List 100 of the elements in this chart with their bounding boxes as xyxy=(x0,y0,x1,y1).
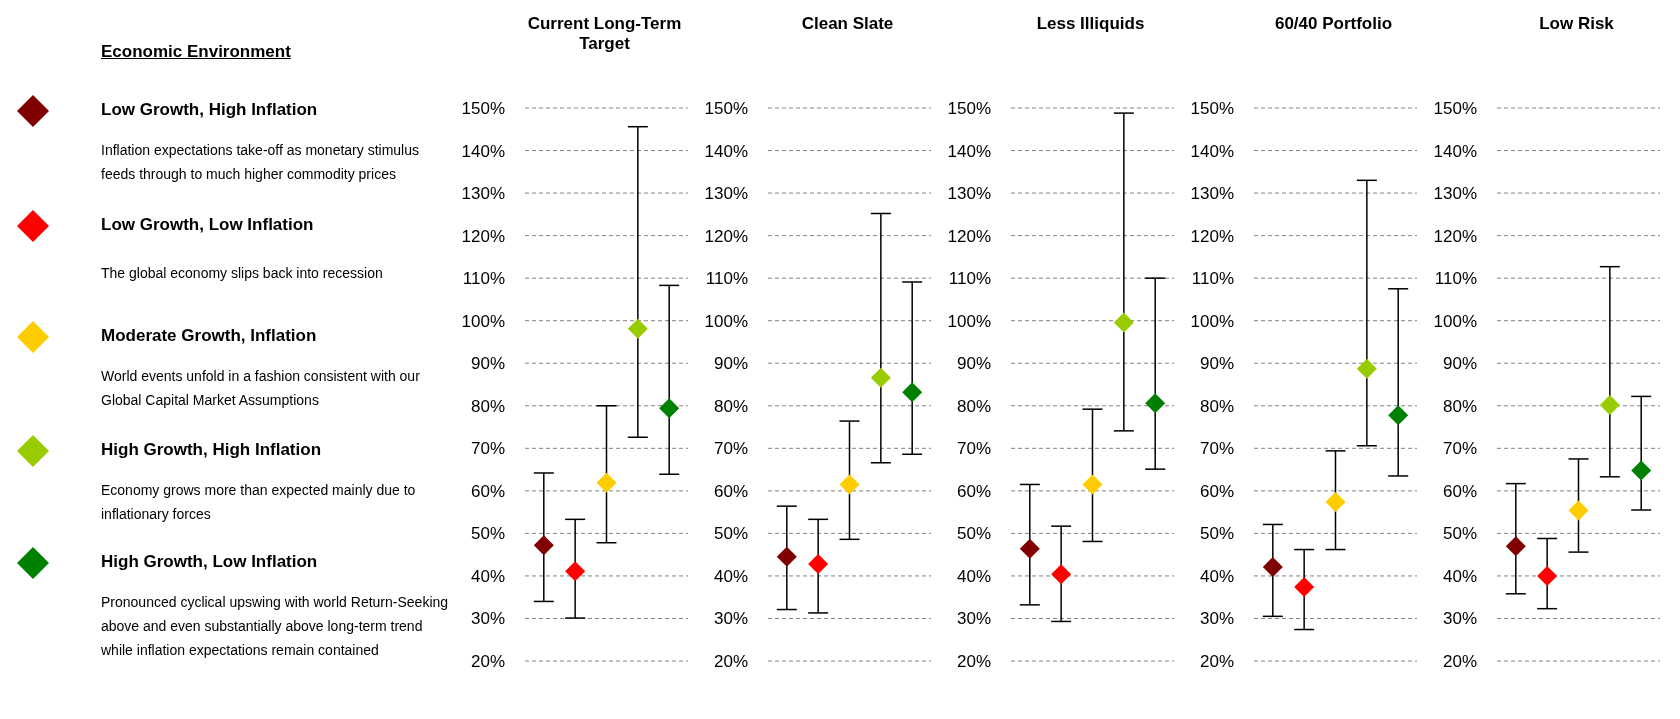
y-tick-label: 70% xyxy=(470,439,505,459)
y-tick-label: 60% xyxy=(956,481,991,501)
y-tick-label: 110% xyxy=(948,269,991,289)
y-tick-label: 50% xyxy=(956,524,991,544)
text: High Growth, High Inflation xyxy=(101,440,322,460)
y-tick-label: 20% xyxy=(1199,652,1234,672)
y-tick-label: 80% xyxy=(956,396,991,416)
y-tick-label: 70% xyxy=(956,439,991,459)
text: The global economy slips back into recession xyxy=(101,264,384,283)
y-tick-label: 40% xyxy=(1199,566,1234,586)
y-tick-label: 120% xyxy=(1190,226,1234,246)
text: Economic Environment xyxy=(101,42,291,62)
point xyxy=(1599,394,1620,415)
point xyxy=(1388,405,1409,426)
point xyxy=(1325,491,1346,512)
point xyxy=(1537,565,1558,586)
point xyxy=(1505,536,1526,557)
point xyxy=(1145,393,1166,414)
text: Pronounced cyclical upswing with world Return-Seeking above and even substantially above long-term trend while inflation expectations remain contained xyxy=(101,593,450,660)
chart-title: Less Illiquids xyxy=(1035,14,1146,35)
y-tick-label: 110% xyxy=(705,269,748,289)
point xyxy=(1262,556,1283,577)
point xyxy=(839,474,860,495)
point xyxy=(627,318,648,339)
y-tick-label: 140% xyxy=(461,141,505,161)
y-tick-label: 50% xyxy=(470,524,505,544)
chart-title: Current Long-Term Target xyxy=(526,14,683,55)
y-tick-label: 110% xyxy=(462,269,505,289)
y-tick-label: 40% xyxy=(956,566,991,586)
point xyxy=(902,382,923,403)
y-tick-label: 100% xyxy=(461,311,505,331)
y-tick-label: 120% xyxy=(704,226,748,246)
y-tick-label: 20% xyxy=(713,652,748,672)
y-tick-label: 140% xyxy=(947,141,991,161)
point xyxy=(1082,474,1103,495)
y-tick-label: 80% xyxy=(1442,396,1477,416)
y-tick-label: 130% xyxy=(1433,184,1477,204)
y-tick-label: 110% xyxy=(1191,269,1234,289)
y-tick-label: 120% xyxy=(1433,226,1477,246)
y-tick-label: 30% xyxy=(1442,609,1477,629)
y-tick-label: 80% xyxy=(713,396,748,416)
text: Economy grows more than expected mainly due to inflationary forces xyxy=(101,481,417,524)
y-tick-label: 90% xyxy=(713,354,748,374)
point xyxy=(776,546,797,567)
y-tick-label: 20% xyxy=(956,652,991,672)
point xyxy=(870,367,891,388)
y-tick-label: 100% xyxy=(704,311,748,331)
text: Low Growth, High Inflation xyxy=(101,100,318,120)
y-tick-label: 140% xyxy=(1190,141,1234,161)
y-tick-label: 130% xyxy=(461,184,505,204)
y-tick-label: 40% xyxy=(1442,566,1477,586)
y-tick-label: 70% xyxy=(713,439,748,459)
text: Moderate Growth, Inflation xyxy=(101,326,317,346)
y-tick-label: 50% xyxy=(713,524,748,544)
y-tick-label: 120% xyxy=(947,226,991,246)
y-tick-label: 90% xyxy=(956,354,991,374)
y-tick-label: 140% xyxy=(1433,141,1477,161)
y-tick-label: 90% xyxy=(470,354,505,374)
point xyxy=(565,561,586,582)
y-tick-label: 50% xyxy=(1199,524,1234,544)
y-tick-label: 150% xyxy=(1190,99,1234,119)
y-tick-label: 140% xyxy=(704,141,748,161)
y-tick-label: 30% xyxy=(470,609,505,629)
y-tick-label: 20% xyxy=(470,652,505,672)
y-tick-label: 30% xyxy=(713,609,748,629)
text: World events unfold in a fashion consistent with our Global Capital Market Assumptions xyxy=(101,367,421,410)
y-tick-label: 90% xyxy=(1199,354,1234,374)
y-tick-label: 60% xyxy=(713,481,748,501)
y-tick-label: 30% xyxy=(956,609,991,629)
chart-title: Low Risk xyxy=(1538,14,1615,35)
y-tick-label: 20% xyxy=(1442,652,1477,672)
y-tick-label: 150% xyxy=(947,99,991,119)
y-tick-label: 50% xyxy=(1442,524,1477,544)
point xyxy=(808,554,829,575)
y-tick-label: 40% xyxy=(713,566,748,586)
y-tick-label: 150% xyxy=(704,99,748,119)
text: High Growth, Low Inflation xyxy=(101,552,318,572)
y-tick-label: 110% xyxy=(1434,269,1477,289)
point xyxy=(659,398,680,419)
chart-title: 60/40 Portfolio xyxy=(1273,14,1394,35)
point xyxy=(1631,460,1652,481)
y-tick-label: 60% xyxy=(1199,481,1234,501)
y-tick-label: 120% xyxy=(461,226,505,246)
point xyxy=(1019,538,1040,559)
y-tick-label: 130% xyxy=(704,184,748,204)
point xyxy=(1113,312,1134,333)
y-tick-label: 80% xyxy=(470,396,505,416)
point xyxy=(1294,576,1315,597)
y-tick-label: 30% xyxy=(1199,609,1234,629)
text: Low Growth, Low Inflation xyxy=(101,215,314,235)
point xyxy=(533,535,554,556)
y-tick-label: 60% xyxy=(1442,481,1477,501)
y-tick-label: 80% xyxy=(1199,396,1234,416)
point xyxy=(1051,564,1072,585)
y-tick-label: 150% xyxy=(461,99,505,119)
y-tick-label: 150% xyxy=(1433,99,1477,119)
y-tick-label: 130% xyxy=(947,184,991,204)
chart-title: Clean Slate xyxy=(800,14,895,35)
y-tick-label: 70% xyxy=(1442,439,1477,459)
text: Inflation expectations take-off as monetary stimulus feeds through to much higher commodity prices xyxy=(101,141,420,184)
